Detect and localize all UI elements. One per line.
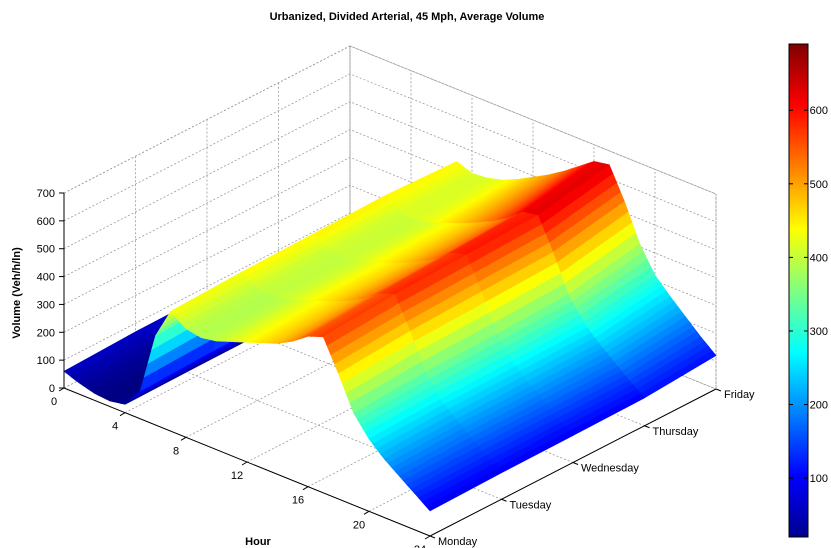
colorbar-tick-label: 400 (810, 252, 828, 264)
chart-title: Urbanized, Divided Arterial, 45 Mph, Ave… (270, 11, 545, 23)
x-tick-label: 20 (353, 519, 365, 531)
x-tick-label: 16 (292, 495, 304, 507)
z-tick-label: 100 (37, 355, 55, 367)
x-tick-label: 24 (414, 544, 426, 548)
colorbar-tick-label: 500 (810, 179, 828, 191)
x-tick-label: 4 (112, 421, 118, 433)
surface-patch (425, 468, 502, 512)
day-tick (715, 388, 722, 392)
x-tick (302, 486, 309, 491)
x-tick (119, 412, 126, 417)
gridline-z (63, 45, 717, 195)
z-tick-label: 0 (49, 383, 55, 395)
x-tick (363, 510, 370, 515)
gridline-day (135, 156, 502, 500)
day-tick (572, 462, 579, 465)
day-tick-label: Friday (724, 389, 755, 401)
z-tick-label: 500 (37, 244, 55, 256)
colorbar: 100 200 300 400 500 600 (788, 43, 828, 538)
z-tick-label: 700 (37, 188, 55, 200)
z-tick-label: 300 (37, 299, 55, 311)
z-tick-label: 400 (37, 272, 55, 284)
colorbar-tick-label: 300 (810, 326, 828, 338)
axes: 0 4 8 12 16 20 24 Monday Tuesday Wednesday Thursda… (37, 188, 755, 548)
x-tick (424, 535, 431, 540)
day-tick (644, 425, 650, 429)
x-axis-label: Hour (245, 536, 271, 548)
colorbar-tick-label: 100 (810, 473, 828, 485)
x-tick-label: 12 (231, 470, 243, 482)
day-tick (429, 535, 436, 539)
z-tick-label: 600 (37, 216, 55, 228)
axis-box-edge (349, 45, 717, 195)
axis-box-edge (63, 45, 351, 194)
gridline-day (278, 82, 645, 427)
day-tick-label: Thursday (653, 426, 699, 438)
surface-plot (63, 161, 717, 512)
x-tick-label: 0 (51, 396, 57, 408)
x-tick (241, 461, 248, 466)
x-tick (180, 436, 187, 441)
colorbar-tick-label: 200 (810, 400, 828, 412)
colorbar-ticks: 100 200 300 400 500 600 (789, 105, 828, 485)
day-tick-label: Monday (438, 536, 478, 548)
day-tick (501, 498, 507, 502)
x-tick-label: 8 (173, 445, 179, 457)
colorbar-tick-label: 600 (810, 105, 828, 117)
colorbar-gradient (788, 43, 809, 538)
day-tick-label: Wednesday (581, 463, 639, 475)
z-axis-label: Volume (Veh/h/ln) (11, 247, 23, 339)
gridline-day (206, 119, 574, 463)
day-tick-label: Tuesday (510, 499, 552, 511)
z-tick-label: 200 (37, 327, 55, 339)
